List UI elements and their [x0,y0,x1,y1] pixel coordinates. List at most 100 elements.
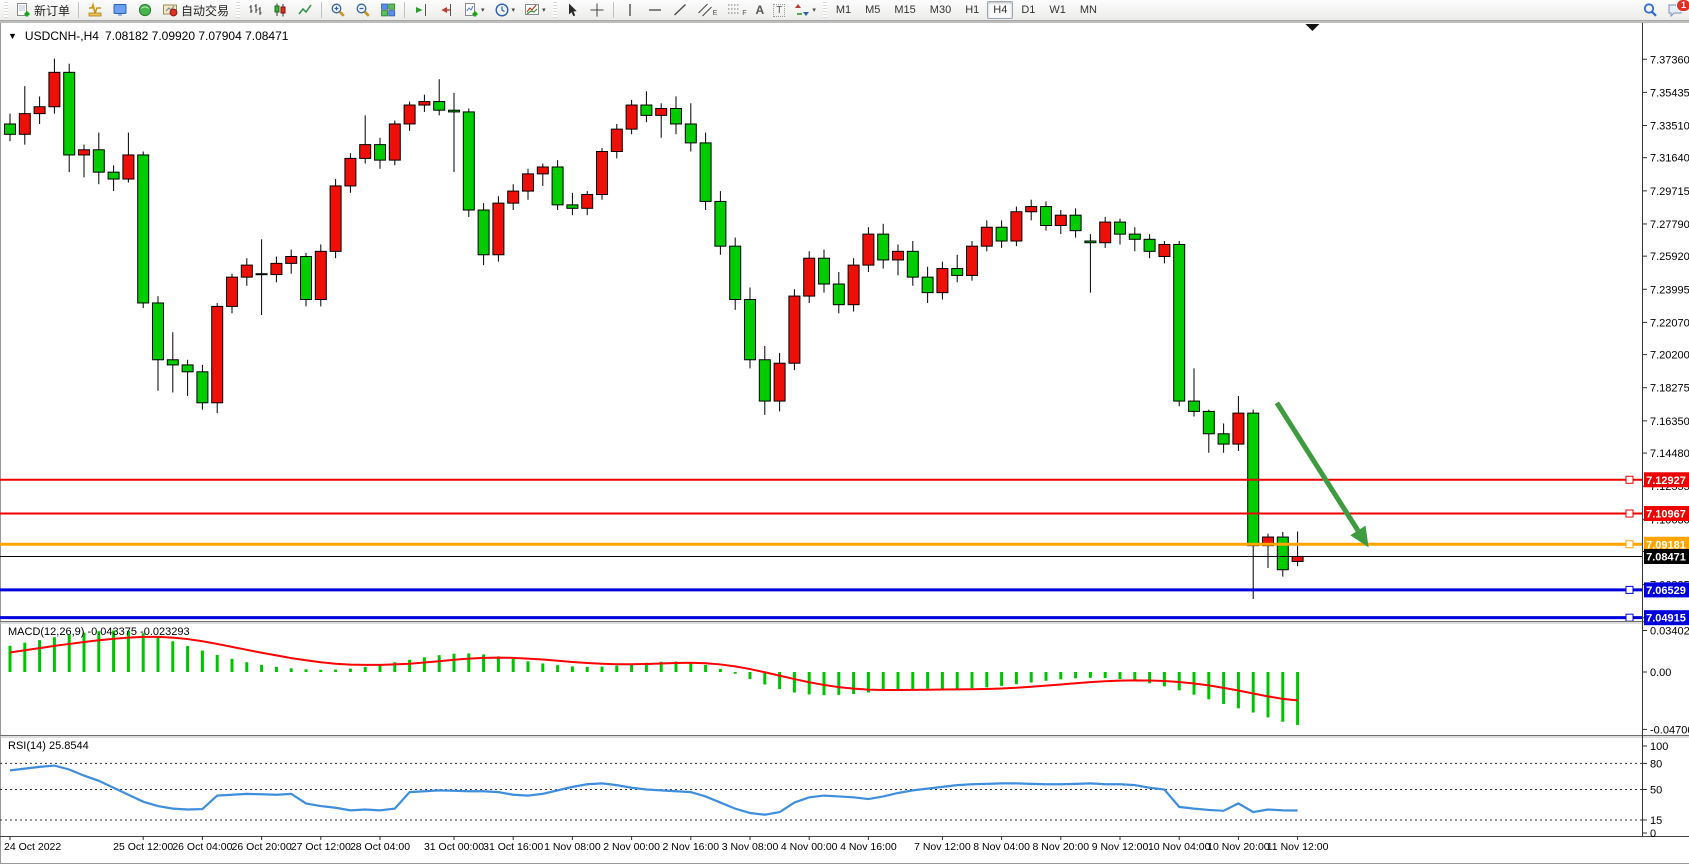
crosshair-tool-button[interactable] [585,1,609,20]
notification-count-badge: 1 [1675,0,1689,12]
macd-histogram-bar [1074,672,1078,679]
timeframe-group: M1 M5 M15 M30 H1 H4 D1 W1 MN [830,1,1103,19]
chart-shift-marker[interactable] [1305,24,1320,31]
bull-candle [847,264,860,306]
bar-chart-icon [249,4,262,15]
macd-histogram-bar [23,642,27,672]
macd-histogram-bar [1118,672,1122,680]
toolbar-grip[interactable] [4,2,8,18]
navigator-button[interactable] [108,1,132,20]
time-label: 10 Nov 04:00 [1148,841,1211,853]
periods-button[interactable]: ▾ [490,1,520,20]
arrows-icon [795,4,810,16]
text-tool-button[interactable]: A [752,1,769,20]
timeframe-MN[interactable]: MN [1074,1,1103,19]
bear-candle [877,233,890,261]
bear-candle [137,154,150,304]
timeframe-M5[interactable]: M5 [859,1,886,19]
line-handle[interactable] [1625,585,1634,594]
text-label-tool-button[interactable]: T [769,1,789,20]
horizontal-line-tool-button[interactable] [643,1,667,20]
templates-button[interactable]: ▾ [520,1,550,20]
line-handle[interactable] [1625,509,1634,518]
notifications-button[interactable]: 1 [1663,0,1689,20]
auto-scroll-button[interactable] [434,1,458,20]
timeframe-D1[interactable]: D1 [1015,1,1041,19]
line-chart-button[interactable] [293,1,317,20]
zoom-in-button[interactable] [326,1,350,20]
bear-candle [477,209,490,256]
price-badge [1644,472,1689,488]
bull-candle [1054,214,1067,227]
timeframe-M1[interactable]: M1 [830,1,857,19]
new-order-button[interactable]: 新订单 [11,1,74,20]
toolbar-grip[interactable] [236,2,241,18]
chart-shift-button[interactable] [409,1,433,20]
timeframe-H4[interactable]: H4 [987,1,1014,19]
separator [612,2,614,18]
bear-candle [670,107,682,125]
bull-candle [403,104,416,125]
chart-canvas[interactable]: 7.37360 7.35435 7.33510 7.31640 7.29715 7.277… [0,23,1689,864]
zoom-out-button[interactable] [351,1,375,20]
bull-candle [862,233,875,266]
macd-histogram-bar [792,672,796,693]
bull-candle [359,144,372,159]
bull-candle [1099,221,1112,244]
macd-histogram-bar [496,656,500,672]
arrows-tool-button[interactable]: ▾ [790,1,820,20]
toolbar-grip[interactable] [552,2,557,18]
price-badge [1644,582,1689,598]
macd-histogram-bar [1088,672,1092,678]
data-window-button[interactable] [133,1,157,20]
indicators-button[interactable]: ▾ [459,1,489,20]
bear-candle [1128,233,1141,240]
bull-candle [418,101,431,106]
bear-candle [729,245,742,301]
dropdown-arrow-icon: ▾ [542,7,546,14]
time-label: 4 Nov 00:00 [781,841,838,853]
line-handle[interactable] [1625,613,1634,622]
navigator-icon [113,4,127,16]
bear-candle [374,144,386,161]
line-handle[interactable] [1625,475,1634,484]
timeframe-H1[interactable]: H1 [959,1,985,19]
macd-histogram-bar [763,672,767,685]
market-watch-icon [88,2,102,17]
bear-candle [1188,400,1200,412]
new-order-icon [17,3,30,17]
trend-arrow-head[interactable] [1350,525,1369,548]
macd-histogram-bar [881,672,885,692]
rsi-axis-label: 80 [1650,758,1662,770]
toolbar-grip[interactable] [822,2,827,18]
channel-glyph: E [712,9,718,17]
equidistant-channel-tool-button[interactable]: E [693,1,722,20]
timeframe-W1[interactable]: W1 [1043,1,1072,19]
one-click-trading-toggle[interactable]: ▼ [8,31,17,41]
bear-candle [196,371,209,404]
search-button[interactable] [1638,1,1662,20]
timeframe-M15[interactable]: M15 [888,1,921,19]
data-window-icon [138,3,152,17]
macd-histogram-bar [940,672,944,689]
bear-candle [1069,214,1082,232]
bar-chart-button[interactable] [243,1,267,20]
candlestick-chart-button[interactable] [268,1,292,20]
trendline-tool-button[interactable] [668,1,692,20]
macd-histogram-bar [896,672,900,690]
autotrading-button[interactable]: 自动交易 [158,1,233,20]
cursor-tool-button[interactable] [560,1,584,20]
macd-histogram-bar [82,632,86,672]
vertical-line-tool-button[interactable] [618,1,642,20]
trend-arrow-shaft[interactable] [1274,401,1361,532]
dropdown-arrow-icon: ▾ [812,7,816,14]
autotrading-label: 自动交易 [181,3,230,18]
fibonacci-tool-button[interactable]: F [722,1,750,20]
market-watch-button[interactable] [83,1,107,20]
time-label: 10 Nov 20:00 [1207,841,1270,853]
macd-histogram-bar [67,634,71,672]
line-handle[interactable] [1625,540,1634,549]
bull-candle [507,190,520,204]
timeframe-M30[interactable]: M30 [924,1,957,19]
tile-windows-button[interactable] [376,1,400,20]
